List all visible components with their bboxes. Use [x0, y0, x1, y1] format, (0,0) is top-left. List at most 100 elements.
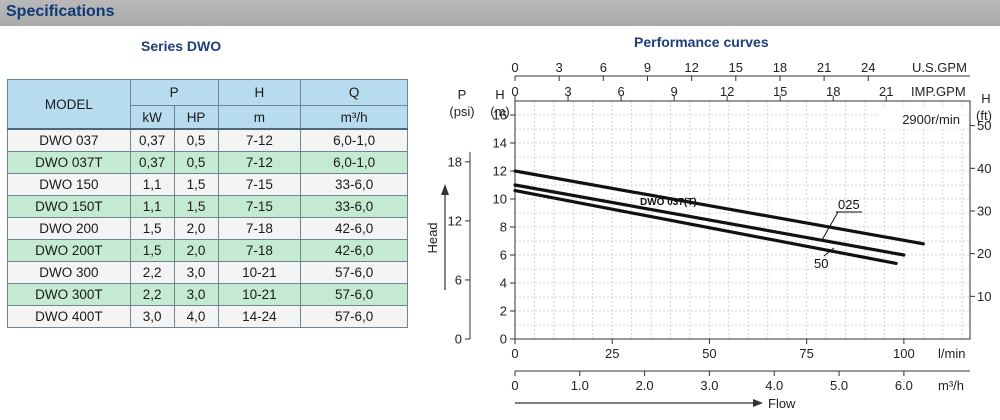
impgpm-tick-label: 12: [720, 84, 734, 99]
psi-tick-label: 6: [455, 272, 462, 287]
ft-unit-label: (ft): [976, 108, 992, 123]
impgpm-tick-label: 0: [511, 84, 518, 99]
lmin-unit-label: l/min: [938, 346, 965, 361]
header-flow: Q: [300, 79, 408, 106]
curve-series-2: [513, 189, 898, 265]
cell-kw: 2,2: [129, 283, 175, 306]
cell-model: DWO 150T: [7, 195, 131, 218]
impgpm-tick-label: 6: [617, 84, 624, 99]
head-arrow-head: [441, 184, 449, 195]
head-m-unit-label: (m): [490, 104, 510, 119]
speed-label-bg: [878, 108, 964, 129]
m3h-unit-label: m³/h: [938, 378, 964, 393]
usgpm-tick-label: 21: [817, 60, 831, 75]
cell-kw: 1,1: [129, 195, 175, 218]
m3h-tick-label: 4.0: [765, 378, 783, 393]
cell-model: DWO 400T: [7, 305, 131, 328]
usgpm-tick-label: 24: [861, 60, 875, 75]
subheader-m: m: [217, 105, 302, 130]
table-row: DWO 300T 2,2 3,0 10-21 57-6,0: [7, 283, 408, 306]
ft-tick-label: 50: [977, 118, 991, 133]
impgpm-tick-label: 18: [826, 84, 840, 99]
header-model: MODEL: [7, 79, 131, 130]
table-row: DWO 037 0,37 0,5 7-12 6,0-1,0: [7, 128, 408, 152]
curve-series-0: [513, 169, 925, 246]
cell-hp: 2,0: [173, 239, 219, 262]
cell-hp: 4,0: [173, 305, 219, 328]
cell-model: DWO 037T: [7, 151, 131, 174]
cell-head: 7-12: [217, 151, 302, 174]
m3h-tick-label: 6.0: [895, 378, 913, 393]
lmin-tick-label: 100: [893, 346, 915, 361]
head-m-tick-label: 16: [493, 108, 507, 123]
chart-title: Performance curves: [634, 34, 769, 50]
impgpm-tick-label: 9: [670, 84, 677, 99]
spec-table: MODEL P H Q kW HP m m³/h DWO 037 0,37 0,5 7…: [7, 79, 408, 328]
cell-flow: 33-6,0: [300, 195, 408, 218]
psi-label: P: [458, 87, 467, 102]
head-m-tick-label: 0: [500, 332, 507, 347]
lmin-tick-label: 75: [799, 346, 813, 361]
m3h-tick-label: 2.0: [636, 378, 654, 393]
psi-tick-label: 12: [448, 213, 462, 228]
ft-tick-label: 10: [977, 289, 991, 304]
curve-series-1: [513, 183, 906, 257]
table-row: DWO 150 1,1 1,5 7-15 33-6,0: [7, 173, 408, 196]
cell-kw: 0,37: [129, 128, 175, 152]
head-m-tick-label: 12: [493, 164, 507, 179]
ft-label: H: [981, 91, 990, 106]
flow-arrow-head: [753, 399, 763, 407]
cell-hp: 1,5: [173, 195, 219, 218]
lmin-tick-label: 50: [702, 346, 716, 361]
head-axis-label: Head: [425, 222, 440, 253]
psi-unit-label: (psi): [449, 104, 474, 119]
impgpm-tick-label: 3: [564, 84, 571, 99]
m3h-tick-label: 0: [511, 378, 518, 393]
usgpm-tick-label: 9: [644, 60, 651, 75]
usgpm-tick-label: 12: [684, 60, 698, 75]
series-label-0: DWO 037(T): [640, 197, 697, 208]
cell-flow: 33-6,0: [300, 173, 408, 196]
series-leader-1: [821, 211, 839, 241]
table-row: DWO 400T 3,0 4,0 14-24 57-6,0: [7, 305, 408, 328]
subheader-hp: HP: [173, 105, 219, 130]
head-m-tick-label: 4: [500, 276, 507, 291]
header-bar: Specifications: [0, 0, 1000, 26]
page-title: Specifications: [6, 3, 115, 20]
cell-head: 7-12: [217, 128, 302, 152]
table-row: DWO 200T 1,5 2,0 7-18 42-6,0: [7, 239, 408, 262]
cell-hp: 0,5: [173, 151, 219, 174]
head-m-tick-label: 10: [493, 192, 507, 207]
psi-tick-label: 0: [455, 332, 462, 347]
flow-axis-label: Flow: [768, 396, 796, 411]
header-head: H: [217, 79, 302, 106]
cell-kw: 3,0: [129, 305, 175, 328]
cell-kw: 1,5: [129, 239, 175, 262]
ft-tick-label: 20: [977, 246, 991, 261]
lmin-tick-label: 25: [605, 346, 619, 361]
psi-tick-label: 18: [448, 154, 462, 169]
m3h-tick-label: 5.0: [830, 378, 848, 393]
usgpm-tick-label: 15: [729, 60, 743, 75]
usgpm-tick-label: 18: [773, 60, 787, 75]
impgpm-tick-label: 21: [879, 84, 893, 99]
header-power: P: [129, 79, 219, 106]
lmin-tick-label: 0: [511, 346, 518, 361]
series-label-1: 025: [838, 197, 860, 212]
usgpm-unit-label: U.S.GPM: [912, 60, 967, 75]
cell-flow: 57-6,0: [300, 305, 408, 328]
head-m-tick-label: 8: [500, 220, 507, 235]
cell-flow: 57-6,0: [300, 283, 408, 306]
subheader-m3h: m³/h: [300, 105, 408, 130]
cell-hp: 1,5: [173, 173, 219, 196]
speed-label: 2900r/min: [902, 112, 960, 127]
cell-flow: 6,0-1,0: [300, 128, 408, 152]
cell-hp: 0,5: [173, 128, 219, 152]
usgpm-tick-label: 6: [600, 60, 607, 75]
cell-head: 7-18: [217, 217, 302, 240]
head-m-tick-label: 14: [493, 136, 507, 151]
series-label-2: 50: [814, 256, 828, 271]
table-row: DWO 150T 1,1 1,5 7-15 33-6,0: [7, 195, 408, 218]
head-m-tick-label: 2: [500, 304, 507, 319]
